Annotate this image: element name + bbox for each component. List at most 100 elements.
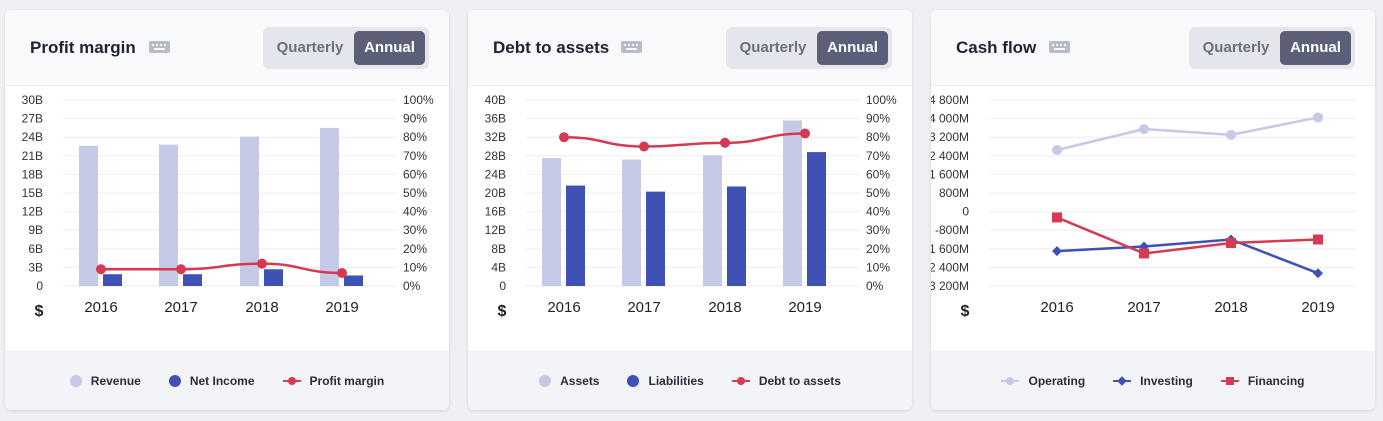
legend-item-revenue[interactable]: Revenue: [69, 374, 141, 388]
profit-margin-card: Profit margin Quarterly Annual 0 3B 6B 9B 12…: [5, 10, 449, 410]
investing-line: [1056, 238, 1319, 275]
financing-point: [1052, 212, 1062, 223]
legend-marker: [1117, 376, 1127, 386]
legend-item-financing[interactable]: Financing: [1220, 374, 1305, 388]
y-tick-label: 30B: [22, 93, 43, 107]
y-tick-label: -1 600M: [931, 242, 969, 256]
y2-tick-label: 10%: [866, 260, 890, 274]
keyboard-icon[interactable]: [1049, 41, 1070, 53]
y2-tick-label: 70%: [403, 149, 427, 163]
card-header: Debt to assets Quarterly Annual: [468, 10, 912, 86]
assets-bar: [622, 159, 641, 286]
debt-to-assets-point: [639, 141, 649, 152]
y2-tick-label: 20%: [866, 242, 890, 256]
liabilities-bar: [807, 152, 826, 286]
period-toggle: Quarterly Annual: [1189, 27, 1355, 69]
net-income-bar: [264, 269, 283, 286]
x-category-label: 2016: [1040, 299, 1073, 316]
assets-bar: [542, 158, 561, 286]
x-category-label: 2018: [708, 299, 741, 316]
card-title: Cash flow: [956, 38, 1037, 57]
profit-margin-chart: 0 3B 6B 9B 12B 15B 18B 21B 24B 27B 30B 0% 10% 20% 30% 4…: [22, 93, 434, 320]
y-tick-label: 4 000M: [931, 112, 969, 126]
legend-item-profit-margin[interactable]: Profit margin: [282, 374, 384, 388]
financing-line: [1056, 216, 1319, 255]
annual-button[interactable]: Annual: [817, 31, 888, 65]
y-tick-label: 3 200M: [931, 130, 969, 144]
quarterly-button[interactable]: Quarterly: [739, 39, 807, 56]
assets-bar: [783, 120, 802, 287]
y-tick-label: 0: [499, 279, 506, 293]
y2-tick-label: 90%: [866, 112, 890, 126]
y-tick-label: -2 400M: [931, 260, 969, 274]
y2-tick-label: 60%: [866, 167, 890, 181]
legend-swatch: [1001, 375, 1020, 387]
y-tick-label: 20B: [485, 186, 506, 200]
y2-tick-label: 60%: [403, 167, 427, 181]
profit-margin-point: [176, 264, 186, 275]
legend-label: Operating: [1028, 374, 1086, 388]
y-tick-label: -800M: [935, 223, 969, 237]
legend-swatch: [539, 375, 552, 387]
operating-line: [1056, 116, 1319, 152]
legend-item-debt-to-assets[interactable]: Debt to assets: [731, 374, 841, 388]
quarterly-button[interactable]: Quarterly: [1202, 39, 1270, 56]
chart-legend: Assets Liabilities Debt to assets: [468, 374, 912, 388]
legend-item-operating[interactable]: Operating: [1001, 374, 1085, 388]
legend-label: Revenue: [90, 374, 141, 388]
x-category-label: 2019: [325, 299, 358, 316]
card-header: Profit margin Quarterly Annual: [5, 10, 449, 86]
cash-flow-card: Cash flow Quarterly Annual -3 200M -2 400…: [931, 10, 1375, 410]
y2-tick-label: 80%: [403, 130, 427, 144]
y-tick-label: 6B: [28, 242, 43, 256]
legend-label: Assets: [560, 374, 600, 388]
y-tick-label: 24B: [22, 130, 43, 144]
keyboard-icon[interactable]: [149, 41, 170, 53]
legend-swatch: [69, 375, 82, 387]
y-tick-label: -3 200M: [931, 279, 969, 293]
profit-margin-point: [337, 267, 347, 278]
legend-marker: [736, 377, 745, 385]
profit-margin-point: [96, 264, 106, 275]
period-toggle: Quarterly Annual: [263, 27, 429, 69]
legend-item-assets[interactable]: Assets: [539, 374, 599, 388]
card-header: Cash flow Quarterly Annual: [931, 10, 1375, 86]
y-tick-label: 1 600M: [931, 167, 969, 181]
operating-point: [1226, 129, 1236, 140]
y2-tick-label: 90%: [403, 112, 427, 126]
x-category-label: 2019: [1301, 299, 1334, 316]
y-tick-label: 0: [962, 205, 969, 219]
debt-to-assets-point: [800, 128, 810, 139]
y-tick-label: 2 400M: [931, 149, 969, 163]
legend-swatch: [731, 375, 750, 387]
legend-item-net-income[interactable]: Net Income: [168, 374, 255, 388]
net-income-bar: [183, 274, 202, 286]
debt-to-assets-line: [563, 132, 806, 148]
debt-to-assets-chart: 0 4B 8B 12B 16B 20B 24B 28B 32B 36B 40B 0% 10% 20% 30%…: [485, 93, 897, 320]
keyboard-icon[interactable]: [621, 41, 642, 53]
annual-button[interactable]: Annual: [1280, 31, 1351, 65]
quarterly-button[interactable]: Quarterly: [276, 39, 344, 56]
debt-to-assets-point: [559, 132, 569, 143]
debt-to-assets-card: Debt to assets Quarterly Annual 0 4B 8B 12B…: [468, 10, 912, 410]
y-tick-label: 15B: [22, 186, 43, 200]
revenue-bar: [240, 136, 259, 286]
y-tick-label: 12B: [485, 223, 506, 237]
legend-item-liabilities[interactable]: Liabilities: [627, 374, 704, 388]
y2-tick-label: 30%: [403, 223, 427, 237]
legend-swatch: [1113, 375, 1132, 387]
operating-point: [1139, 124, 1149, 135]
financing-point: [1139, 248, 1149, 259]
annual-button[interactable]: Annual: [354, 31, 425, 65]
legend-item-investing[interactable]: Investing: [1113, 374, 1193, 388]
revenue-bar: [79, 145, 98, 286]
y-tick-label: 0: [36, 279, 43, 293]
financing-point: [1226, 237, 1236, 248]
operating-point: [1313, 112, 1323, 123]
x-category-label: 2016: [547, 299, 580, 316]
y-tick-label: 27B: [22, 112, 43, 126]
x-category-label: 2017: [164, 299, 197, 316]
y2-tick-label: 100%: [403, 93, 434, 107]
y-tick-label: 24B: [485, 167, 506, 181]
legend-label: Financing: [1247, 374, 1305, 388]
